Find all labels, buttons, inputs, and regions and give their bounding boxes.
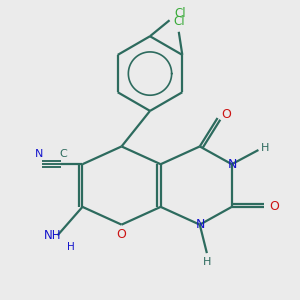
- Text: N: N: [228, 158, 237, 171]
- Text: O: O: [117, 228, 127, 241]
- Text: H: H: [203, 257, 211, 267]
- Text: O: O: [269, 200, 279, 213]
- Text: N: N: [35, 149, 43, 159]
- Text: H: H: [67, 242, 75, 252]
- Text: Cl: Cl: [174, 7, 186, 20]
- Text: O: O: [221, 108, 231, 121]
- Text: C: C: [59, 149, 67, 159]
- Text: Cl: Cl: [173, 15, 184, 28]
- Text: NH: NH: [44, 229, 61, 242]
- Text: N: N: [196, 218, 205, 231]
- Text: H: H: [261, 143, 270, 153]
